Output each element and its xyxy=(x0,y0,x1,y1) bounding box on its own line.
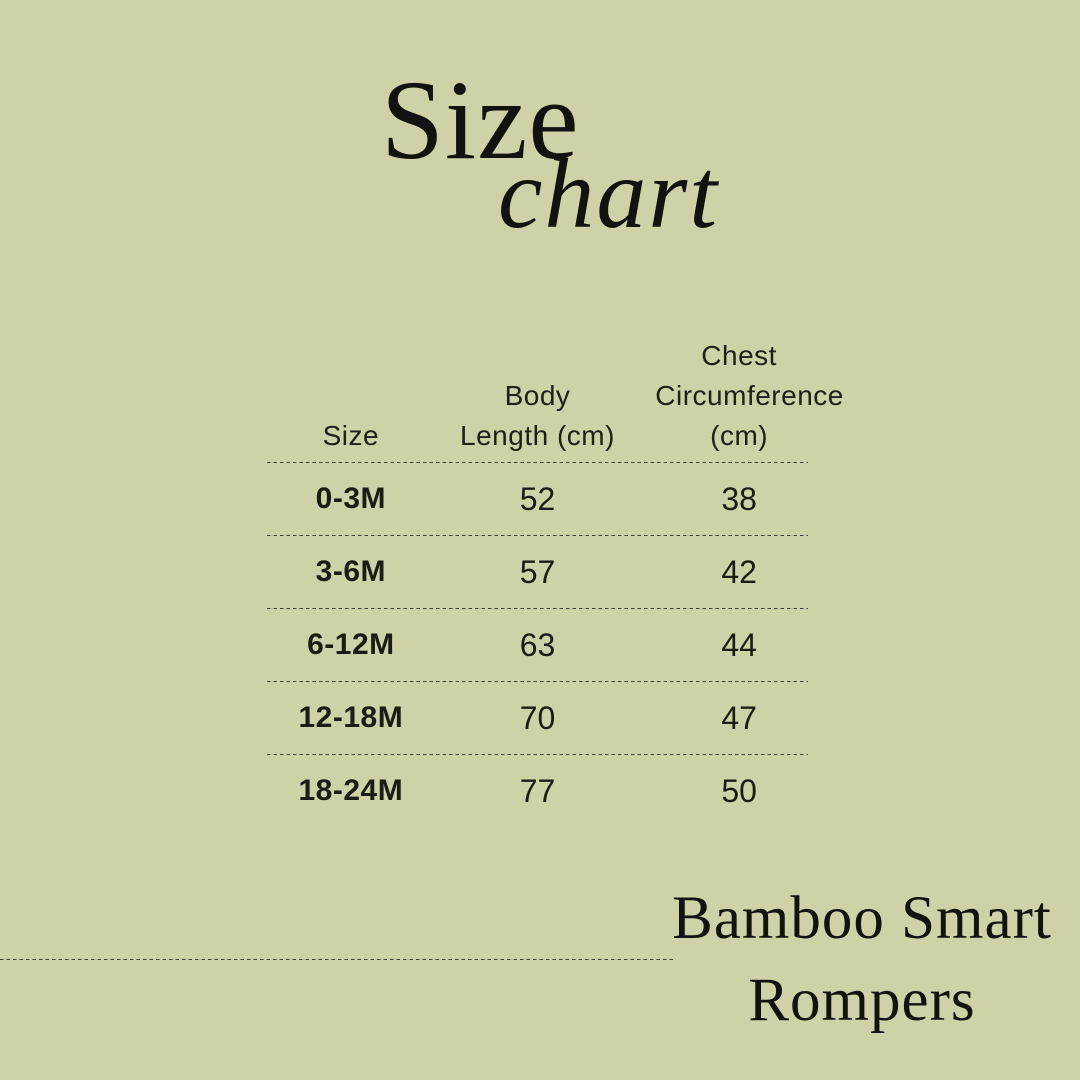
row-chest-value: 38 xyxy=(721,480,757,517)
table-divider xyxy=(267,608,808,609)
size-table: Size Body Length (cm) Chest Circumferenc… xyxy=(267,336,844,827)
table-divider xyxy=(267,462,808,463)
column-header-chest-circumference: Chest Circumference (cm) xyxy=(655,336,844,456)
row-size-label: 12-18M xyxy=(298,701,404,734)
product-name-line1: Bamboo Smart xyxy=(672,885,1052,952)
table-divider xyxy=(267,754,808,755)
row-size-label: 18-24M xyxy=(298,774,404,807)
row-chest-value: 47 xyxy=(721,699,757,736)
page-title-chart: chart xyxy=(498,138,720,249)
product-name-line2: Rompers xyxy=(748,967,976,1034)
product-name: Bamboo Smart Rompers xyxy=(648,878,1076,1042)
row-size-label: 0-3M xyxy=(315,482,387,515)
row-body-length-value: 52 xyxy=(519,480,556,517)
column-header-chest-line3: (cm) xyxy=(710,420,769,451)
column-header-body-length-line1: Body xyxy=(504,380,571,411)
row-body-length-value: 77 xyxy=(519,772,556,809)
column-header-body-length-line2: Length (cm) xyxy=(460,420,615,451)
table-header-row: Size Body Length (cm) Chest Circumferenc… xyxy=(267,336,844,462)
row-chest-value: 50 xyxy=(721,772,757,809)
row-body-length-value: 63 xyxy=(519,626,556,663)
table-row: 18-24M 77 50 xyxy=(267,755,808,827)
row-size-label: 6-12M xyxy=(307,628,395,661)
table-divider xyxy=(267,681,808,682)
table-row: 12-18M 70 47 xyxy=(267,682,808,754)
table-divider xyxy=(267,535,808,536)
row-chest-value: 42 xyxy=(721,553,757,590)
page-title-size: Size xyxy=(381,58,580,183)
column-header-chest-line1: Chest xyxy=(701,340,777,371)
table-row: 3-6M 57 42 xyxy=(267,536,808,608)
column-header-chest-line2: Circumference xyxy=(655,380,844,411)
row-body-length-value: 70 xyxy=(519,699,556,736)
table-row: 0-3M 52 38 xyxy=(267,463,808,535)
column-header-size-line: Size xyxy=(322,420,380,451)
table-row: 6-12M 63 44 xyxy=(267,609,808,681)
column-header-size: Size xyxy=(267,416,435,456)
footer-divider xyxy=(0,959,675,960)
row-chest-value: 44 xyxy=(721,626,757,663)
row-size-label: 3-6M xyxy=(315,555,387,588)
row-body-length-value: 57 xyxy=(519,553,556,590)
column-header-body-length: Body Length (cm) xyxy=(435,376,641,456)
